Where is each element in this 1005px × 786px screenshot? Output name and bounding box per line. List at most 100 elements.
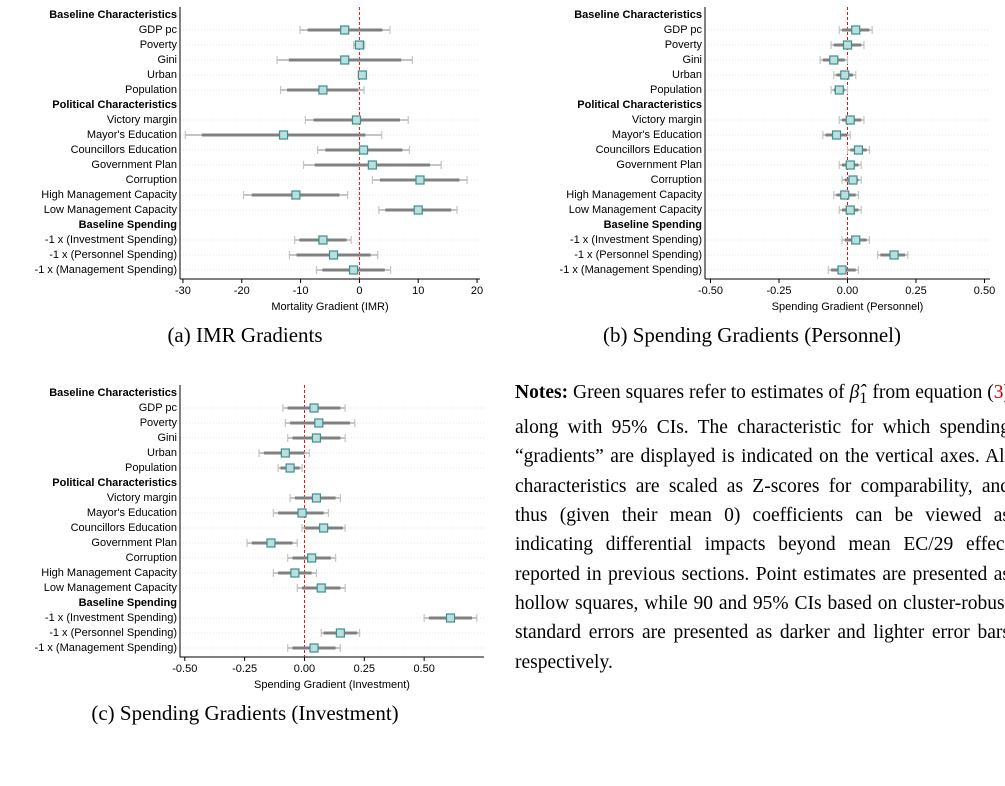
point-estimate <box>319 523 329 533</box>
category-label: Baseline Spending <box>79 597 177 609</box>
notes-text: ) along with 95% CIs. The characteristic… <box>515 382 1005 673</box>
x-tick-label: -20 <box>234 285 250 297</box>
point-estimate <box>889 250 899 260</box>
category-label: Baseline Spending <box>79 219 177 231</box>
category-label: -1 x (Management Spending) <box>35 264 177 276</box>
category-label: Corruption <box>126 174 177 186</box>
point-estimate <box>851 25 861 35</box>
point-estimate <box>348 265 359 275</box>
category-label: Government Plan <box>91 159 177 171</box>
category-label: Population <box>125 84 177 96</box>
x-tick-label: 0.25 <box>354 663 375 675</box>
category-label: Mayor's Education <box>612 129 702 141</box>
point-estimate <box>358 145 369 155</box>
category-label: Mayor's Education <box>87 507 177 519</box>
category-label: Political Characteristics <box>577 99 702 111</box>
category-label: Gini <box>157 432 177 444</box>
point-estimate <box>413 205 423 215</box>
category-label: High Management Capacity <box>41 189 177 201</box>
x-tick-label: 20 <box>471 285 483 297</box>
point-estimate <box>285 463 295 473</box>
category-label: Baseline Characteristics <box>574 9 702 21</box>
caption: (a) IMR Gradients <box>167 323 322 347</box>
caption: (b) Spending Gradients (Personnel) <box>603 323 901 347</box>
point-estimate <box>840 190 850 200</box>
point-estimate <box>357 70 367 80</box>
x-axis-label: Mortality Gradient (IMR) <box>271 301 388 313</box>
point-estimate <box>290 568 300 578</box>
category-label: Baseline Characteristics <box>49 9 177 21</box>
x-tick-label: -30 <box>175 285 191 297</box>
category-label: Victory margin <box>107 114 177 126</box>
x-tick-label: 0 <box>356 285 362 297</box>
category-label: Government Plan <box>616 159 702 171</box>
category-label: Poverty <box>140 39 178 51</box>
point-estimate <box>367 160 377 170</box>
point-estimate <box>853 145 864 155</box>
point-estimate <box>280 448 290 458</box>
category-label: Gini <box>682 54 702 66</box>
point-estimate <box>415 175 425 185</box>
point-estimate <box>278 130 289 140</box>
category-label: Gini <box>157 54 177 66</box>
category-label: Urban <box>147 69 177 81</box>
category-label: Victory margin <box>632 114 702 126</box>
point-estimate <box>311 493 322 503</box>
point-estimate <box>848 175 858 185</box>
point-estimate <box>309 403 319 413</box>
caption: (c) Spending Gradients (Investment) <box>91 701 398 725</box>
category-label: High Management Capacity <box>41 567 177 579</box>
category-label: Poverty <box>665 39 703 51</box>
category-label: Low Management Capacity <box>44 582 178 594</box>
point-estimate <box>829 55 839 65</box>
x-axis-label: Spending Gradient (Investment) <box>254 679 410 691</box>
category-label: Low Management Capacity <box>44 204 178 216</box>
point-estimate <box>840 70 850 80</box>
category-label: GDP pc <box>139 402 178 414</box>
category-label: -1 x (Investment Spending) <box>45 612 177 624</box>
category-label: Urban <box>147 447 177 459</box>
point-estimate <box>328 250 339 260</box>
category-label: Councillors Education <box>596 144 702 156</box>
point-estimate <box>318 235 328 245</box>
point-estimate <box>351 115 362 125</box>
point-estimate <box>309 643 319 653</box>
category-label: Victory margin <box>107 492 177 504</box>
point-estimate <box>845 160 855 170</box>
point-estimate <box>291 190 301 200</box>
x-tick-label: 0.50 <box>413 663 434 675</box>
category-label: Population <box>650 84 702 96</box>
category-label: Councillors Education <box>71 144 177 156</box>
point-estimate <box>311 433 322 443</box>
notes-subscript: 1 <box>859 388 868 407</box>
point-estimate <box>335 628 345 638</box>
category-label: Baseline Characteristics <box>49 387 177 399</box>
point-estimate <box>842 40 853 50</box>
notes: Notes: Green squares refer to estimates … <box>515 378 1005 758</box>
x-tick-label: -0.25 <box>766 285 791 297</box>
category-label: Corruption <box>126 552 177 564</box>
x-axis-label: Spending Gradient (Personnel) <box>772 301 924 313</box>
point-estimate <box>834 85 844 95</box>
point-estimate <box>318 85 328 95</box>
category-label: Mayor's Education <box>87 129 177 141</box>
category-label: -1 x (Personnel Spending) <box>49 627 177 639</box>
category-label: -1 x (Personnel Spending) <box>49 249 177 261</box>
point-estimate <box>307 553 317 563</box>
x-tick-label: 0.50 <box>974 285 995 297</box>
notes-symbol: β̂ <box>849 382 860 403</box>
category-label: Poverty <box>140 417 178 429</box>
x-tick-label: 10 <box>412 285 424 297</box>
notes-reference[interactable]: 3 <box>993 382 1004 403</box>
category-label: -1 x (Management Spending) <box>560 264 702 276</box>
category-label: Corruption <box>651 174 702 186</box>
category-label: -1 x (Personnel Spending) <box>574 249 702 261</box>
point-estimate <box>837 265 847 275</box>
point-estimate <box>354 40 365 50</box>
x-tick-label: -0.25 <box>232 663 257 675</box>
category-label: -1 x (Management Spending) <box>35 642 177 654</box>
point-estimate <box>297 508 307 518</box>
notes-text: Green squares refer to estimates of <box>573 382 845 403</box>
x-tick-label: -0.50 <box>172 663 197 675</box>
